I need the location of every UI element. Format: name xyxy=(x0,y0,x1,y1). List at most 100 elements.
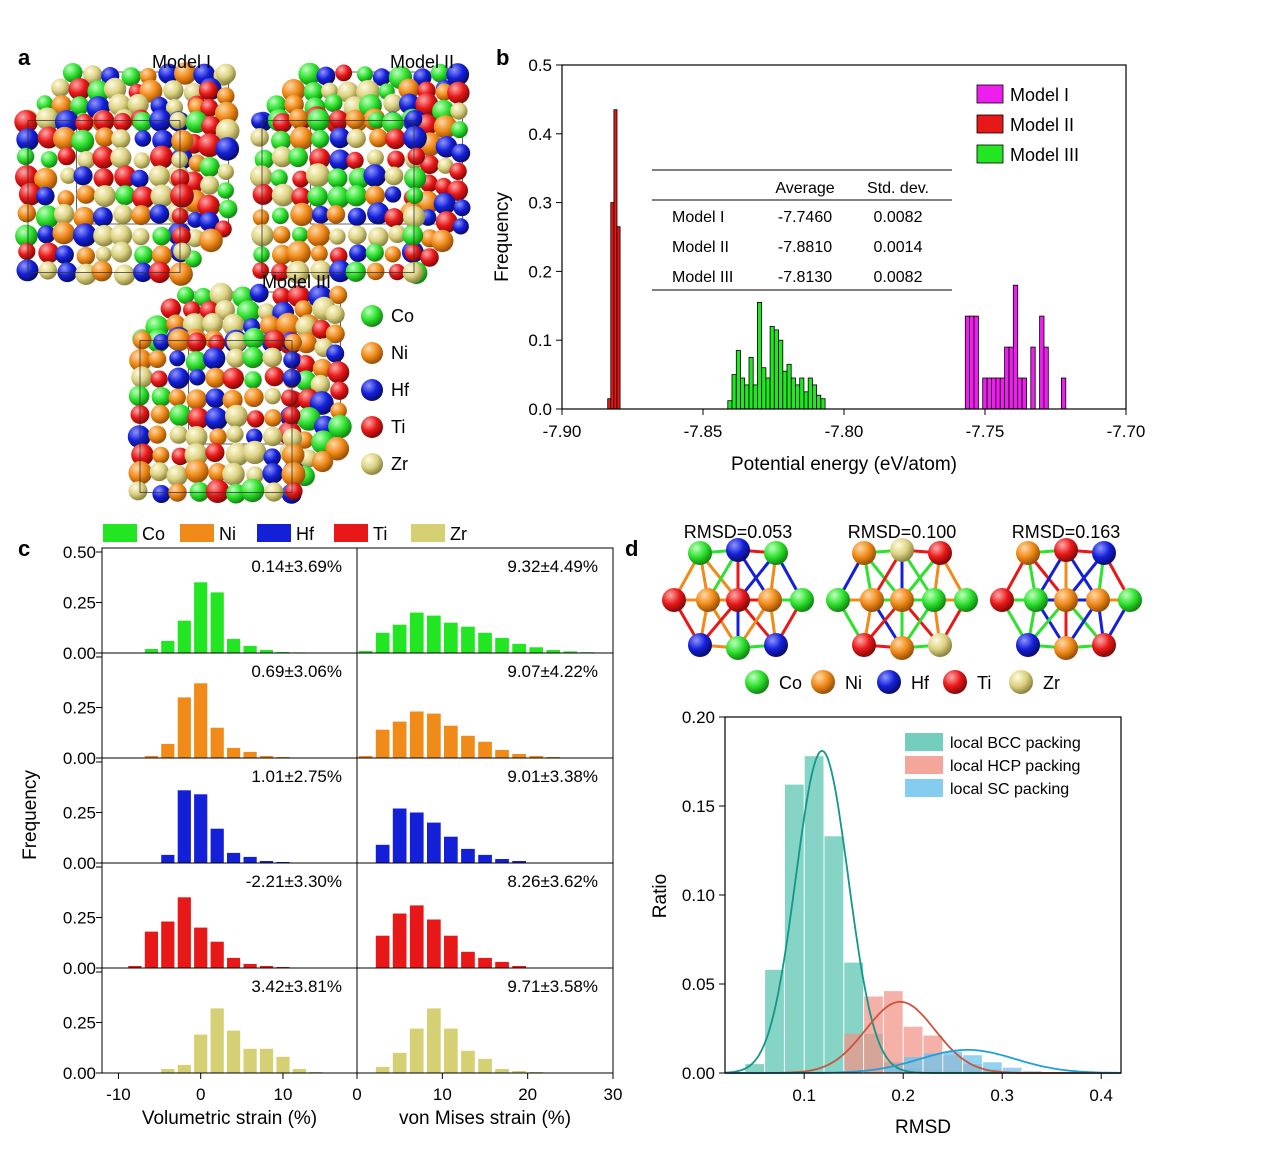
y-tick-label: 0.1 xyxy=(528,331,552,350)
legend-label-ni: Ni xyxy=(219,524,236,544)
y-tick-label: 0.25 xyxy=(63,699,96,718)
atom-ni xyxy=(295,332,317,354)
atom-zr xyxy=(225,442,250,467)
element-legend-a: Co Ni Hf Ti Zr xyxy=(361,305,414,475)
histogram-bar xyxy=(409,612,424,653)
legend-label-hf: Hf xyxy=(296,524,315,544)
y-axis-title: Frequency xyxy=(492,192,513,282)
legend-swatch-hf xyxy=(257,524,291,542)
atom-ni xyxy=(174,62,197,85)
histogram-bar xyxy=(427,919,441,968)
histogram-bar xyxy=(752,384,758,410)
histogram-bar xyxy=(177,790,191,863)
atom-ni xyxy=(185,459,209,484)
atom-ni xyxy=(95,127,115,147)
histogram-bar xyxy=(812,384,818,410)
histogram-bar xyxy=(144,756,158,758)
atom-hf xyxy=(363,164,387,187)
panel-label-c: c xyxy=(18,536,30,561)
atom-ni xyxy=(306,223,331,247)
table-cell: 0.0082 xyxy=(874,209,923,226)
histogram-ni-von-mises xyxy=(358,711,561,758)
atom-zr xyxy=(249,165,273,188)
legend-label: Model III xyxy=(1010,145,1079,165)
atomic-cluster-1 xyxy=(662,538,814,660)
histogram-bar xyxy=(128,966,142,968)
atom-ni xyxy=(325,436,350,461)
atom-co xyxy=(271,130,291,151)
atom-zr xyxy=(132,227,150,246)
histogram-bar xyxy=(444,836,458,863)
legend-label: local SC packing xyxy=(950,781,1069,798)
atom-co xyxy=(688,541,712,565)
atom-ti xyxy=(187,332,207,352)
atom-zr xyxy=(200,175,220,195)
histogram-bar xyxy=(1039,315,1045,410)
y-tick-label: 0.25 xyxy=(63,909,96,928)
atom-ti xyxy=(389,263,406,281)
histogram-bar xyxy=(427,822,441,863)
table-header: Std. dev. xyxy=(867,180,929,197)
atom-ti xyxy=(291,187,311,207)
atom-ni xyxy=(284,333,302,352)
histogram-bar xyxy=(478,741,492,758)
atom-zr xyxy=(305,163,330,188)
atom-zr xyxy=(226,425,244,443)
histogram-bar xyxy=(495,859,509,863)
atom-ti xyxy=(272,113,293,133)
atom-co xyxy=(62,63,83,83)
histogram-bar xyxy=(613,109,618,410)
rmsd-label: RMSD=0.100 xyxy=(848,522,957,542)
atom-ni xyxy=(199,228,223,253)
histogram-bar xyxy=(529,756,544,758)
atom-ti xyxy=(447,81,470,105)
atom-ni xyxy=(214,101,239,126)
atom-co xyxy=(199,156,220,178)
ti-legend-swatch xyxy=(943,670,967,694)
histogram-bar xyxy=(194,683,208,758)
histogram-bar xyxy=(161,1069,175,1073)
atom-zr xyxy=(347,225,367,245)
atom-hf xyxy=(73,223,97,247)
atom-ti xyxy=(197,194,220,218)
atom-hf xyxy=(316,66,336,86)
legend-label-ti: Ti xyxy=(373,524,387,544)
atom-ti xyxy=(198,81,218,101)
histogram-bar xyxy=(761,367,767,410)
atom-hf xyxy=(16,259,39,282)
atom-ni xyxy=(325,324,345,344)
atom-ti xyxy=(990,588,1014,612)
histogram-bar xyxy=(778,339,784,410)
atom-ni xyxy=(433,115,458,139)
histogram-bar xyxy=(1061,377,1067,410)
atom-co xyxy=(382,112,404,134)
x-tick-label: 0 xyxy=(352,1085,361,1104)
histogram-bar xyxy=(731,374,737,410)
atom-ti xyxy=(282,406,301,425)
atom-zr xyxy=(128,481,148,501)
stat-label: 9.32±4.49% xyxy=(507,557,598,576)
atom-co xyxy=(307,108,330,132)
histogram-ti-volumetric xyxy=(128,897,290,968)
histogram-bar xyxy=(512,966,526,968)
atom-co xyxy=(128,385,150,407)
histogram-hf-volumetric xyxy=(161,790,290,863)
panel-b-energy-histogram: -7.90 -7.85 -7.80 -7.75 -7.70 0.0 0.1 0.2 0.3 0.4… xyxy=(492,56,1145,475)
histogram-bar xyxy=(727,400,733,410)
atom-ti xyxy=(335,64,353,82)
legend-swatch-ti xyxy=(334,524,368,542)
atom-zr xyxy=(95,246,112,263)
atom-hf xyxy=(205,388,226,408)
atom-hf xyxy=(309,391,334,415)
atom-ni xyxy=(1054,588,1078,612)
stat-label: 1.01±2.75% xyxy=(251,767,342,786)
atom-co xyxy=(430,63,450,83)
atom-co xyxy=(134,245,154,265)
histogram-bar xyxy=(210,727,224,758)
histogram-bar xyxy=(210,941,224,968)
histogram-bar xyxy=(144,649,158,653)
atom-ti xyxy=(272,287,291,306)
atom-zr xyxy=(166,465,188,487)
histogram-bar xyxy=(427,713,441,758)
